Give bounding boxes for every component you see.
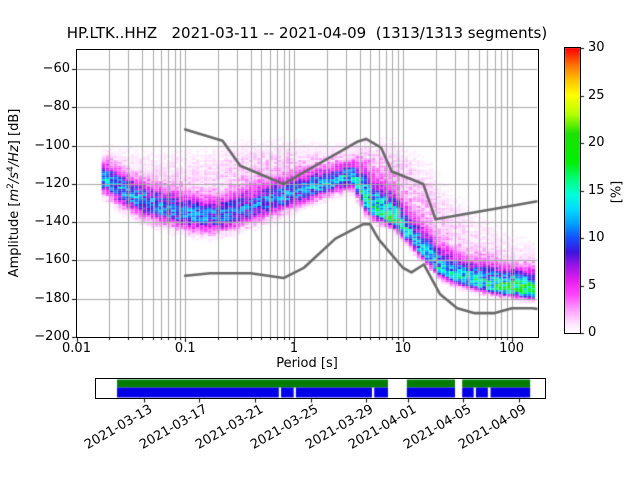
x-tick-label: 10 (394, 341, 412, 356)
y-tick-label: −120 (34, 175, 70, 191)
y-tick-label: −60 (42, 61, 70, 77)
x-tick-label: 0.01 (62, 341, 91, 356)
x-tick-label: 0.1 (174, 341, 196, 356)
y-tick-label: −80 (42, 99, 70, 115)
plot-title: HP.LTK..HHZ 2021-03-11 -- 2021-04-09 (13… (66, 24, 548, 42)
colorbar-tick-label: 15 (588, 182, 605, 198)
colorbar-tick-label: 25 (588, 87, 605, 103)
y-tick-label: −180 (34, 290, 70, 306)
colorbar-tick-label: 0 (588, 325, 597, 340)
y-axis-label-exp4: 4 (5, 166, 16, 172)
colorbar-tick-label: 30 (588, 40, 605, 55)
colorbar-tick-label: 20 (588, 135, 605, 150)
timeline-frame (95, 378, 546, 399)
x-tick-label: 100 (499, 341, 524, 356)
x-axis-label: Period [s] (276, 356, 338, 371)
colorbar-tick-label: 10 (588, 230, 605, 245)
x-tick-label: 1 (289, 341, 299, 356)
y-tick-label: −100 (34, 137, 70, 153)
colorbar-tick-label: 5 (588, 277, 597, 293)
colorbar-label: [%] (609, 180, 625, 204)
colorbar-frame (564, 47, 581, 334)
y-tick-label: −160 (34, 252, 70, 268)
plot-frame (76, 49, 539, 338)
y-tick-label: −140 (34, 214, 70, 230)
y-tick-label: −200 (34, 329, 70, 344)
